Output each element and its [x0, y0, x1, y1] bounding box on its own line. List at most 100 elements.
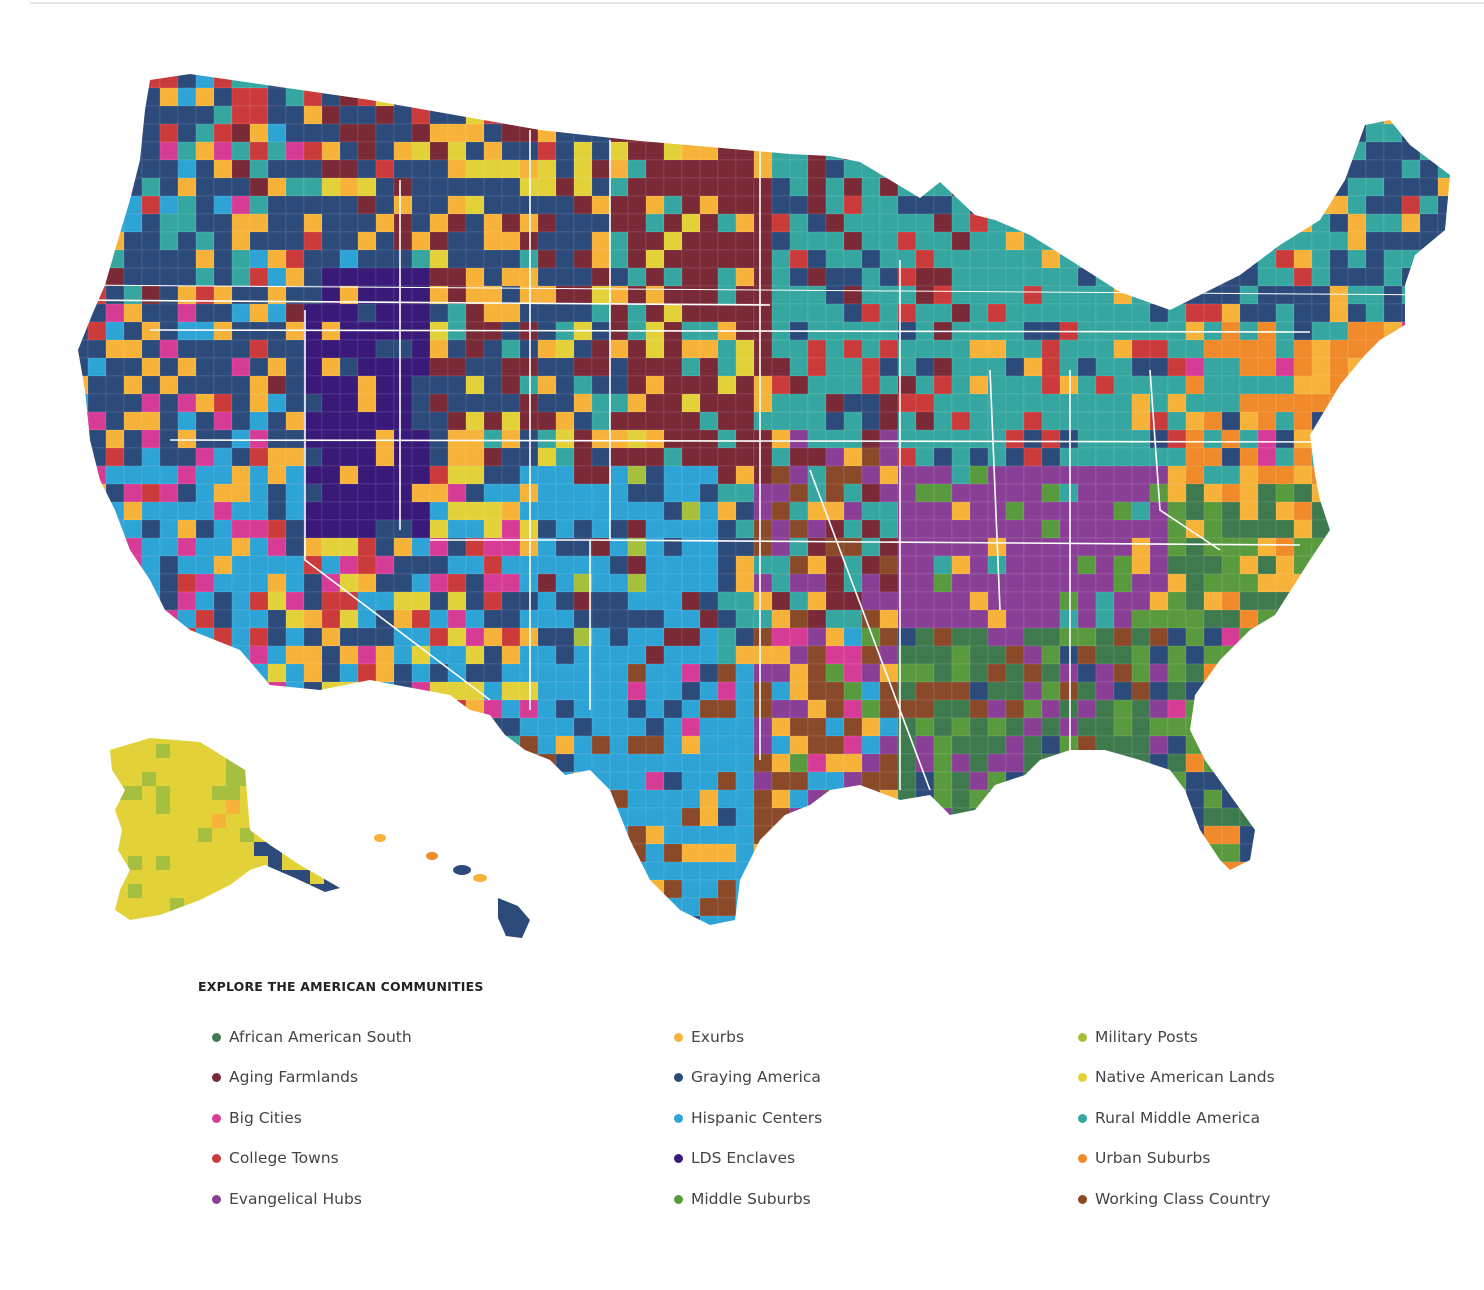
county-cell[interactable] — [1203, 519, 1223, 539]
county-cell[interactable] — [87, 177, 107, 197]
county-cell[interactable] — [1419, 213, 1439, 233]
county-cell[interactable] — [357, 753, 377, 773]
county-cell[interactable] — [951, 555, 971, 575]
county-cell[interactable] — [663, 915, 683, 934]
county-cell[interactable] — [249, 303, 269, 323]
county-cell[interactable] — [1329, 87, 1349, 107]
county-cell[interactable] — [1149, 339, 1169, 359]
county-cell[interactable] — [249, 645, 269, 665]
county-cell[interactable] — [483, 159, 503, 179]
county-cell[interactable] — [987, 789, 1007, 809]
county-cell[interactable] — [249, 123, 269, 143]
county-cell[interactable] — [1456, 556, 1460, 574]
county-cell[interactable] — [195, 195, 215, 215]
county-cell[interactable] — [1311, 285, 1331, 305]
county-cell[interactable] — [627, 141, 647, 161]
borough-cell[interactable] — [128, 898, 142, 912]
county-cell[interactable] — [1311, 321, 1331, 341]
county-cell[interactable] — [249, 771, 269, 791]
county-cell[interactable] — [105, 717, 125, 737]
county-cell[interactable] — [1347, 159, 1367, 179]
county-cell[interactable] — [1005, 663, 1025, 683]
county-cell[interactable] — [1095, 897, 1115, 917]
county-cell[interactable] — [807, 411, 827, 431]
borough-cell[interactable] — [128, 814, 142, 828]
county-cell[interactable] — [465, 249, 485, 269]
county-cell[interactable] — [969, 681, 989, 701]
borough-cell[interactable] — [100, 786, 114, 800]
county-cell[interactable] — [159, 555, 179, 575]
county-cell[interactable] — [753, 339, 773, 359]
county-cell[interactable] — [1005, 699, 1025, 719]
county-cell[interactable] — [1221, 717, 1241, 737]
county-cell[interactable] — [1257, 105, 1277, 125]
county-cell[interactable] — [735, 429, 755, 449]
county-cell[interactable] — [105, 699, 125, 719]
county-cell[interactable] — [771, 555, 791, 575]
county-cell[interactable] — [1185, 231, 1205, 251]
county-cell[interactable] — [915, 375, 935, 395]
county-cell[interactable] — [645, 555, 665, 575]
borough-cell[interactable] — [226, 730, 240, 744]
county-cell[interactable] — [933, 897, 953, 917]
county-cell[interactable] — [1275, 555, 1295, 575]
borough-cell[interactable] — [310, 912, 324, 926]
county-cell[interactable] — [1203, 87, 1223, 107]
county-cell[interactable] — [1149, 285, 1169, 305]
borough-cell[interactable] — [338, 884, 352, 898]
county-cell[interactable] — [159, 267, 179, 287]
county-cell[interactable] — [1275, 681, 1295, 701]
borough-cell[interactable] — [198, 842, 212, 856]
county-cell[interactable] — [177, 645, 197, 665]
county-cell[interactable] — [591, 915, 611, 934]
county-cell[interactable] — [1005, 87, 1025, 107]
county-cell[interactable] — [699, 789, 719, 809]
county-cell[interactable] — [1419, 807, 1439, 827]
borough-cell[interactable] — [338, 898, 352, 912]
county-cell[interactable] — [663, 753, 683, 773]
county-cell[interactable] — [1113, 897, 1133, 917]
borough-cell[interactable] — [338, 730, 352, 744]
county-cell[interactable] — [645, 825, 665, 845]
county-cell[interactable] — [1329, 70, 1349, 89]
county-cell[interactable] — [987, 339, 1007, 359]
county-cell[interactable] — [465, 285, 485, 305]
county-cell[interactable] — [1221, 915, 1241, 934]
county-cell[interactable] — [1456, 160, 1460, 178]
county-cell[interactable] — [1437, 339, 1456, 359]
county-cell[interactable] — [1167, 627, 1187, 647]
county-cell[interactable] — [267, 339, 287, 359]
county-cell[interactable] — [1347, 123, 1367, 143]
county-cell[interactable] — [1023, 177, 1043, 197]
county-cell[interactable] — [1113, 537, 1133, 557]
county-cell[interactable] — [1059, 645, 1079, 665]
county-cell[interactable] — [447, 753, 467, 773]
county-cell[interactable] — [1347, 663, 1367, 683]
county-cell[interactable] — [1365, 321, 1385, 341]
county-cell[interactable] — [1419, 123, 1439, 143]
county-cell[interactable] — [123, 123, 143, 143]
borough-cell[interactable] — [310, 828, 324, 842]
county-cell[interactable] — [969, 789, 989, 809]
county-cell[interactable] — [1041, 195, 1061, 215]
borough-cell[interactable] — [268, 786, 282, 800]
borough-cell[interactable] — [212, 842, 226, 856]
county-cell[interactable] — [357, 861, 377, 881]
county-cell[interactable] — [267, 105, 287, 125]
county-cell[interactable] — [1401, 573, 1421, 593]
county-cell[interactable] — [394, 934, 412, 950]
county-cell[interactable] — [195, 915, 215, 934]
county-cell[interactable] — [393, 213, 413, 233]
county-cell[interactable] — [123, 483, 143, 503]
county-cell[interactable] — [591, 123, 611, 143]
county-cell[interactable] — [177, 375, 197, 395]
county-cell[interactable] — [825, 555, 845, 575]
county-cell[interactable] — [1329, 789, 1349, 809]
county-cell[interactable] — [897, 861, 917, 881]
county-cell[interactable] — [825, 177, 845, 197]
county-cell[interactable] — [1419, 195, 1439, 215]
county-cell[interactable] — [1419, 483, 1439, 503]
county-cell[interactable] — [645, 375, 665, 395]
county-cell[interactable] — [1113, 123, 1133, 143]
county-cell[interactable] — [573, 825, 593, 845]
